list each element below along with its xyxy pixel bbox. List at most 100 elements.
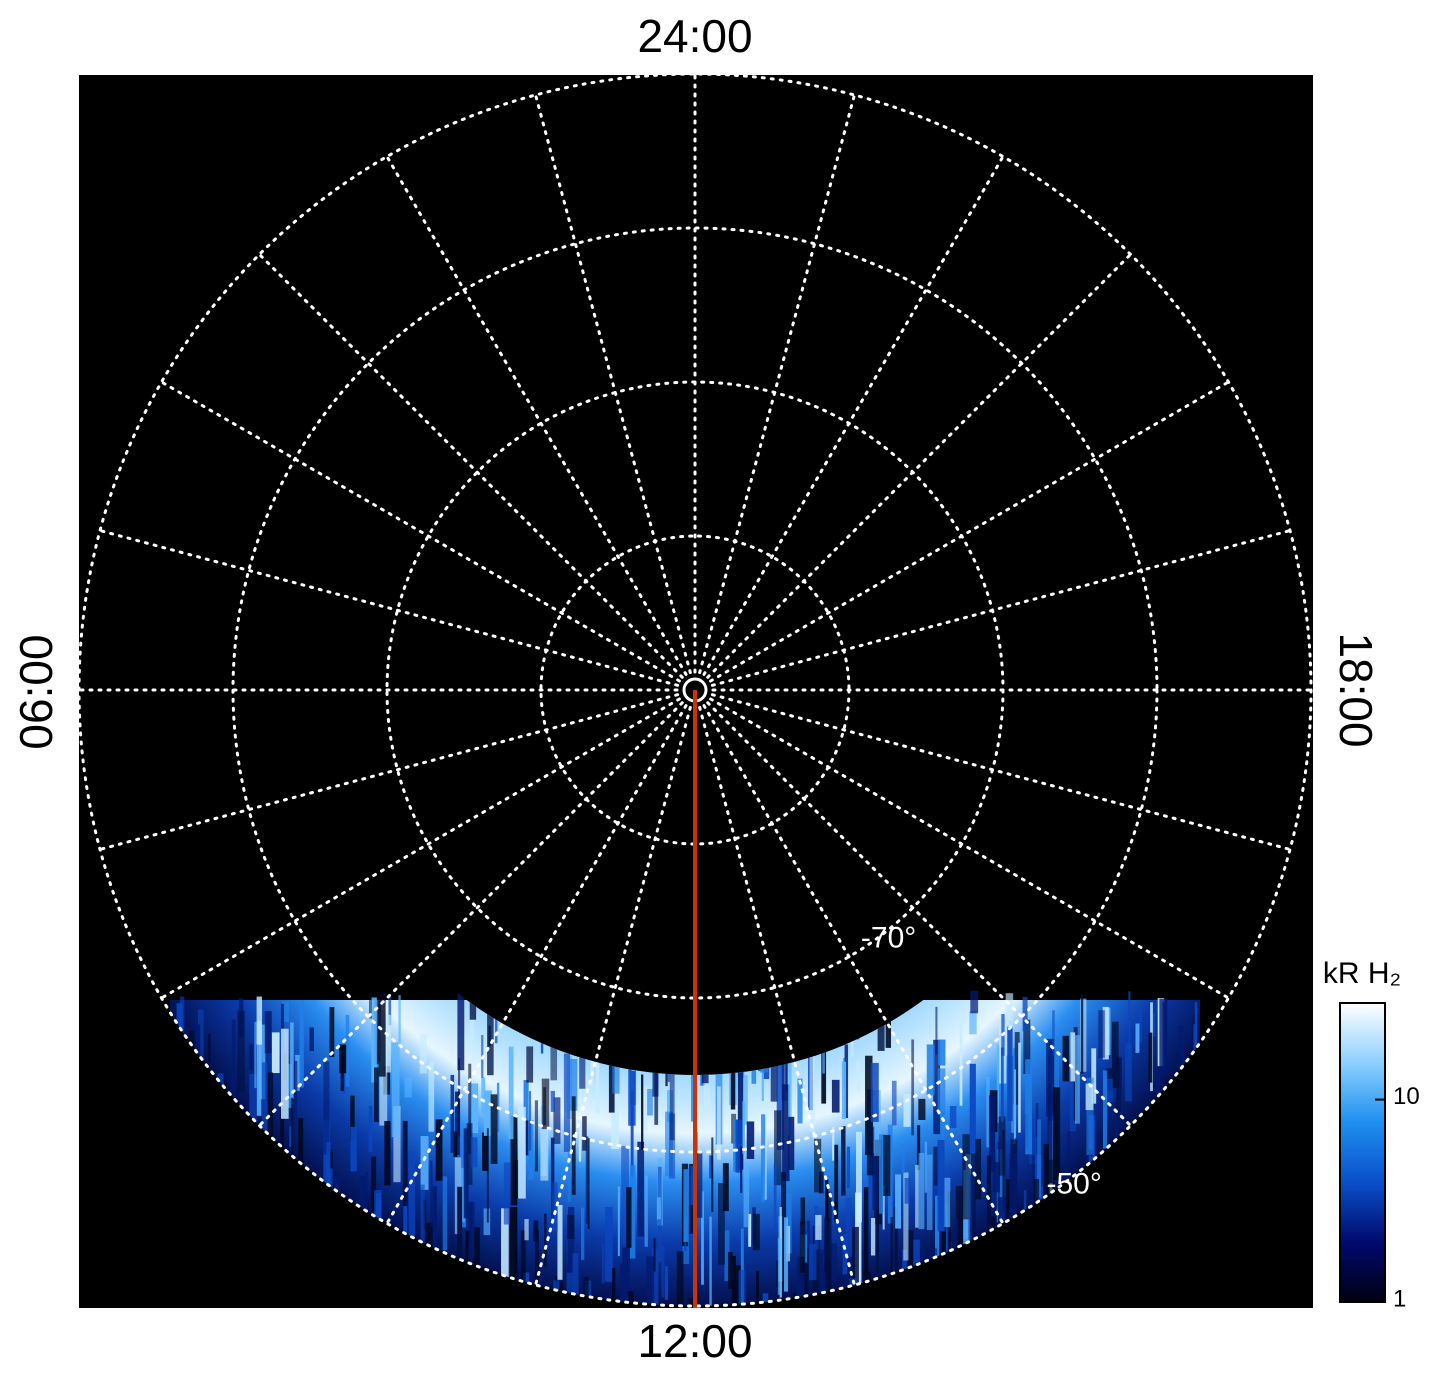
- emission-streak: [368, 992, 372, 1019]
- emission-streak: [490, 1094, 498, 1164]
- emission-streak: [797, 1078, 803, 1124]
- emission-streak: [569, 1058, 578, 1111]
- emission-streak: [709, 1216, 712, 1306]
- emission-streak: [1051, 1038, 1060, 1092]
- emission-streak: [711, 1137, 714, 1212]
- emission-streak: [809, 1056, 815, 1132]
- emission-streak: [428, 1061, 435, 1132]
- emission-streak: [992, 1162, 1001, 1193]
- emission-streak: [323, 1061, 330, 1155]
- emission-streak: [361, 1300, 369, 1306]
- emission-streak: [781, 1172, 787, 1262]
- emission-streak: [552, 1182, 558, 1232]
- emission-streak: [1098, 1010, 1105, 1059]
- emission-streak: [969, 1063, 976, 1153]
- emission-streak: [469, 1015, 474, 1051]
- emission-streak: [832, 1126, 835, 1161]
- emission-streak: [876, 1209, 880, 1272]
- emission-streak: [1018, 1042, 1021, 1133]
- emission-streak: [470, 1137, 478, 1168]
- emission-streak: [528, 1091, 532, 1151]
- emission-streak: [788, 1116, 795, 1171]
- emission-streak: [669, 1113, 676, 1179]
- emission-streak: [962, 1134, 971, 1220]
- emission-streak: [428, 1302, 435, 1306]
- emission-streak: [487, 1007, 494, 1076]
- emission-streak: [629, 1165, 636, 1259]
- emission-streak: [935, 1006, 938, 1055]
- emission-streak: [590, 1045, 594, 1087]
- emission-streak: [908, 1303, 917, 1306]
- emission-streak: [1023, 1190, 1027, 1228]
- emission-streak: [996, 1149, 1005, 1223]
- emission-streak: [628, 1040, 636, 1126]
- emission-streak: [1009, 1153, 1017, 1229]
- emission-streak: [969, 1010, 977, 1035]
- emission-streak: [503, 1309, 509, 1355]
- colorbar-title: kR H₂: [1323, 957, 1401, 990]
- emission-streak: [661, 1245, 665, 1298]
- emission-streak: [787, 1047, 792, 1135]
- colorbar: [1339, 1002, 1386, 1303]
- emission-streak: [1102, 1006, 1109, 1060]
- emission-streak: [701, 1191, 704, 1285]
- emission-streak: [1070, 1032, 1076, 1082]
- emission-streak: [393, 1106, 401, 1183]
- emission-streak: [653, 1238, 656, 1272]
- emission-streak: [543, 1087, 547, 1126]
- emission-streak: [752, 1213, 760, 1251]
- emission-streak: [309, 1027, 314, 1052]
- emission-streak: [550, 1137, 555, 1219]
- emission-streak: [249, 1044, 254, 1071]
- emission-streak: [819, 1249, 824, 1306]
- emission-streak: [1001, 1047, 1004, 1122]
- emission-streak: [1135, 1023, 1140, 1053]
- emission-streak: [1085, 1083, 1094, 1111]
- meridian: [534, 705, 692, 1287]
- emission-streak: [938, 1039, 946, 1066]
- emission-streak: [261, 1062, 268, 1133]
- emission-streak: [231, 1019, 236, 1092]
- emission-streak: [525, 1119, 529, 1156]
- meridian: [709, 380, 1230, 683]
- emission-streak: [384, 1120, 391, 1186]
- emission-streak: [495, 1001, 498, 1044]
- emission-streak: [482, 1132, 489, 1171]
- emission-streak: [520, 1230, 526, 1306]
- meridian: [698, 93, 856, 675]
- emission-streak: [612, 1267, 616, 1306]
- emission-streak: [777, 1237, 782, 1295]
- emission-streak: [740, 1228, 744, 1306]
- colorbar-tick-label: 10: [1393, 1083, 1420, 1110]
- emission-streak: [408, 1151, 415, 1241]
- emission-streak: [626, 1187, 632, 1248]
- meridian: [709, 697, 1230, 1000]
- emission-streak: [256, 1020, 262, 1116]
- emission-streak: [293, 1060, 298, 1134]
- emission-streak: [350, 1095, 355, 1141]
- emission-streak: [329, 1006, 335, 1058]
- meridian: [710, 529, 1292, 687]
- emission-streak: [1159, 998, 1168, 1074]
- meridian: [710, 693, 1292, 851]
- emission-streak: [550, 1090, 555, 1112]
- hour-label: 12:00: [637, 1315, 752, 1367]
- emission-streak: [523, 1080, 529, 1121]
- emission-streak: [903, 1172, 909, 1261]
- emission-streak: [913, 1239, 920, 1278]
- emission-streak: [1031, 1155, 1035, 1209]
- emission-streak: [295, 1054, 300, 1091]
- emission-streak: [953, 1218, 959, 1274]
- lat-grid-circle: [79, 75, 1313, 1308]
- emission-streak: [611, 1084, 619, 1149]
- meridian: [702, 704, 1005, 1225]
- emission-streak: [486, 1128, 489, 1223]
- emission-streak: [934, 1195, 940, 1279]
- emission-streak: [1005, 993, 1014, 1056]
- emission-streak: [740, 1146, 743, 1193]
- emission-streak: [872, 1153, 879, 1211]
- emission-streak: [926, 1044, 935, 1096]
- emission-streak: [254, 1021, 257, 1089]
- emission-streak: [734, 1265, 742, 1306]
